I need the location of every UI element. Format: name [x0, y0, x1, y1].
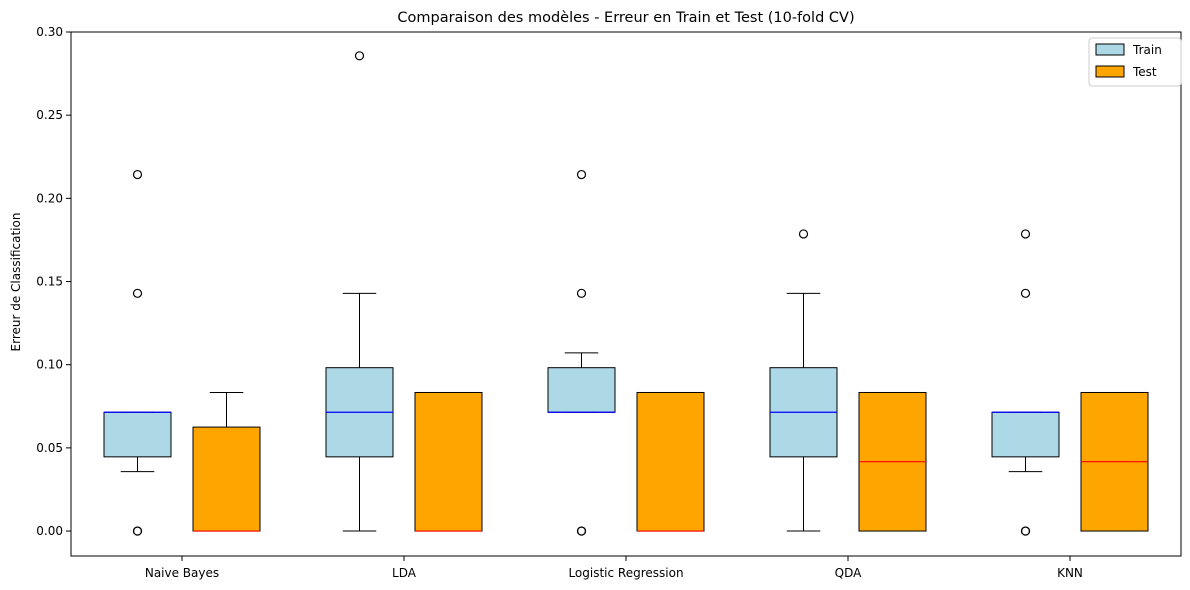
x-tick-label: LDA: [392, 566, 417, 580]
train-box: [103, 411, 172, 458]
train-outlier: [354, 51, 365, 61]
train-outlier: [132, 169, 143, 180]
chart-title: Comparaison des modèles - Erreur en Trai…: [397, 10, 854, 26]
legend-label-train: Train: [1132, 43, 1162, 57]
train-outlier: [1020, 526, 1031, 536]
train-outlier: [576, 526, 587, 536]
y-axis-label: Erreur de Classification: [9, 213, 23, 352]
y-tick-label: 0.05: [36, 441, 63, 455]
train-box: [547, 367, 616, 413]
train-outlier: [132, 288, 143, 298]
train-outlier: [132, 526, 143, 536]
legend-swatch-train: [1095, 43, 1125, 56]
train-outlier: [576, 169, 587, 180]
x-tick-label: QDA: [835, 566, 862, 580]
train-box: [991, 411, 1060, 458]
legend-swatch-test: [1095, 65, 1125, 78]
x-tick-label: KNN: [1057, 566, 1083, 580]
test-box: [192, 426, 261, 532]
y-tick-label: 0.00: [36, 524, 63, 538]
plot-area: 0.00 0.05 0.10 0.15 0.20 0.25 0.30 Naive Bayes L…: [36, 25, 1182, 580]
y-tick-label: 0.25: [36, 108, 63, 122]
train-outlier: [798, 229, 809, 239]
legend-label-test: Test: [1132, 65, 1157, 79]
y-tick-label: 0.20: [36, 191, 63, 205]
test-box: [636, 391, 705, 532]
y-tick-label: 0.15: [36, 275, 63, 289]
axes-frame: [70, 31, 1182, 557]
train-outlier: [576, 288, 587, 298]
train-outlier: [1020, 229, 1031, 239]
x-tick-label: Naive Bayes: [145, 566, 219, 580]
y-tick-label: 0.10: [36, 358, 63, 372]
train-outlier: [1020, 288, 1031, 298]
x-tick-label: Logistic Regression: [568, 566, 683, 580]
y-tick-label: 0.30: [36, 25, 63, 39]
legend: Train Test: [1088, 37, 1182, 87]
test-box: [414, 391, 483, 532]
